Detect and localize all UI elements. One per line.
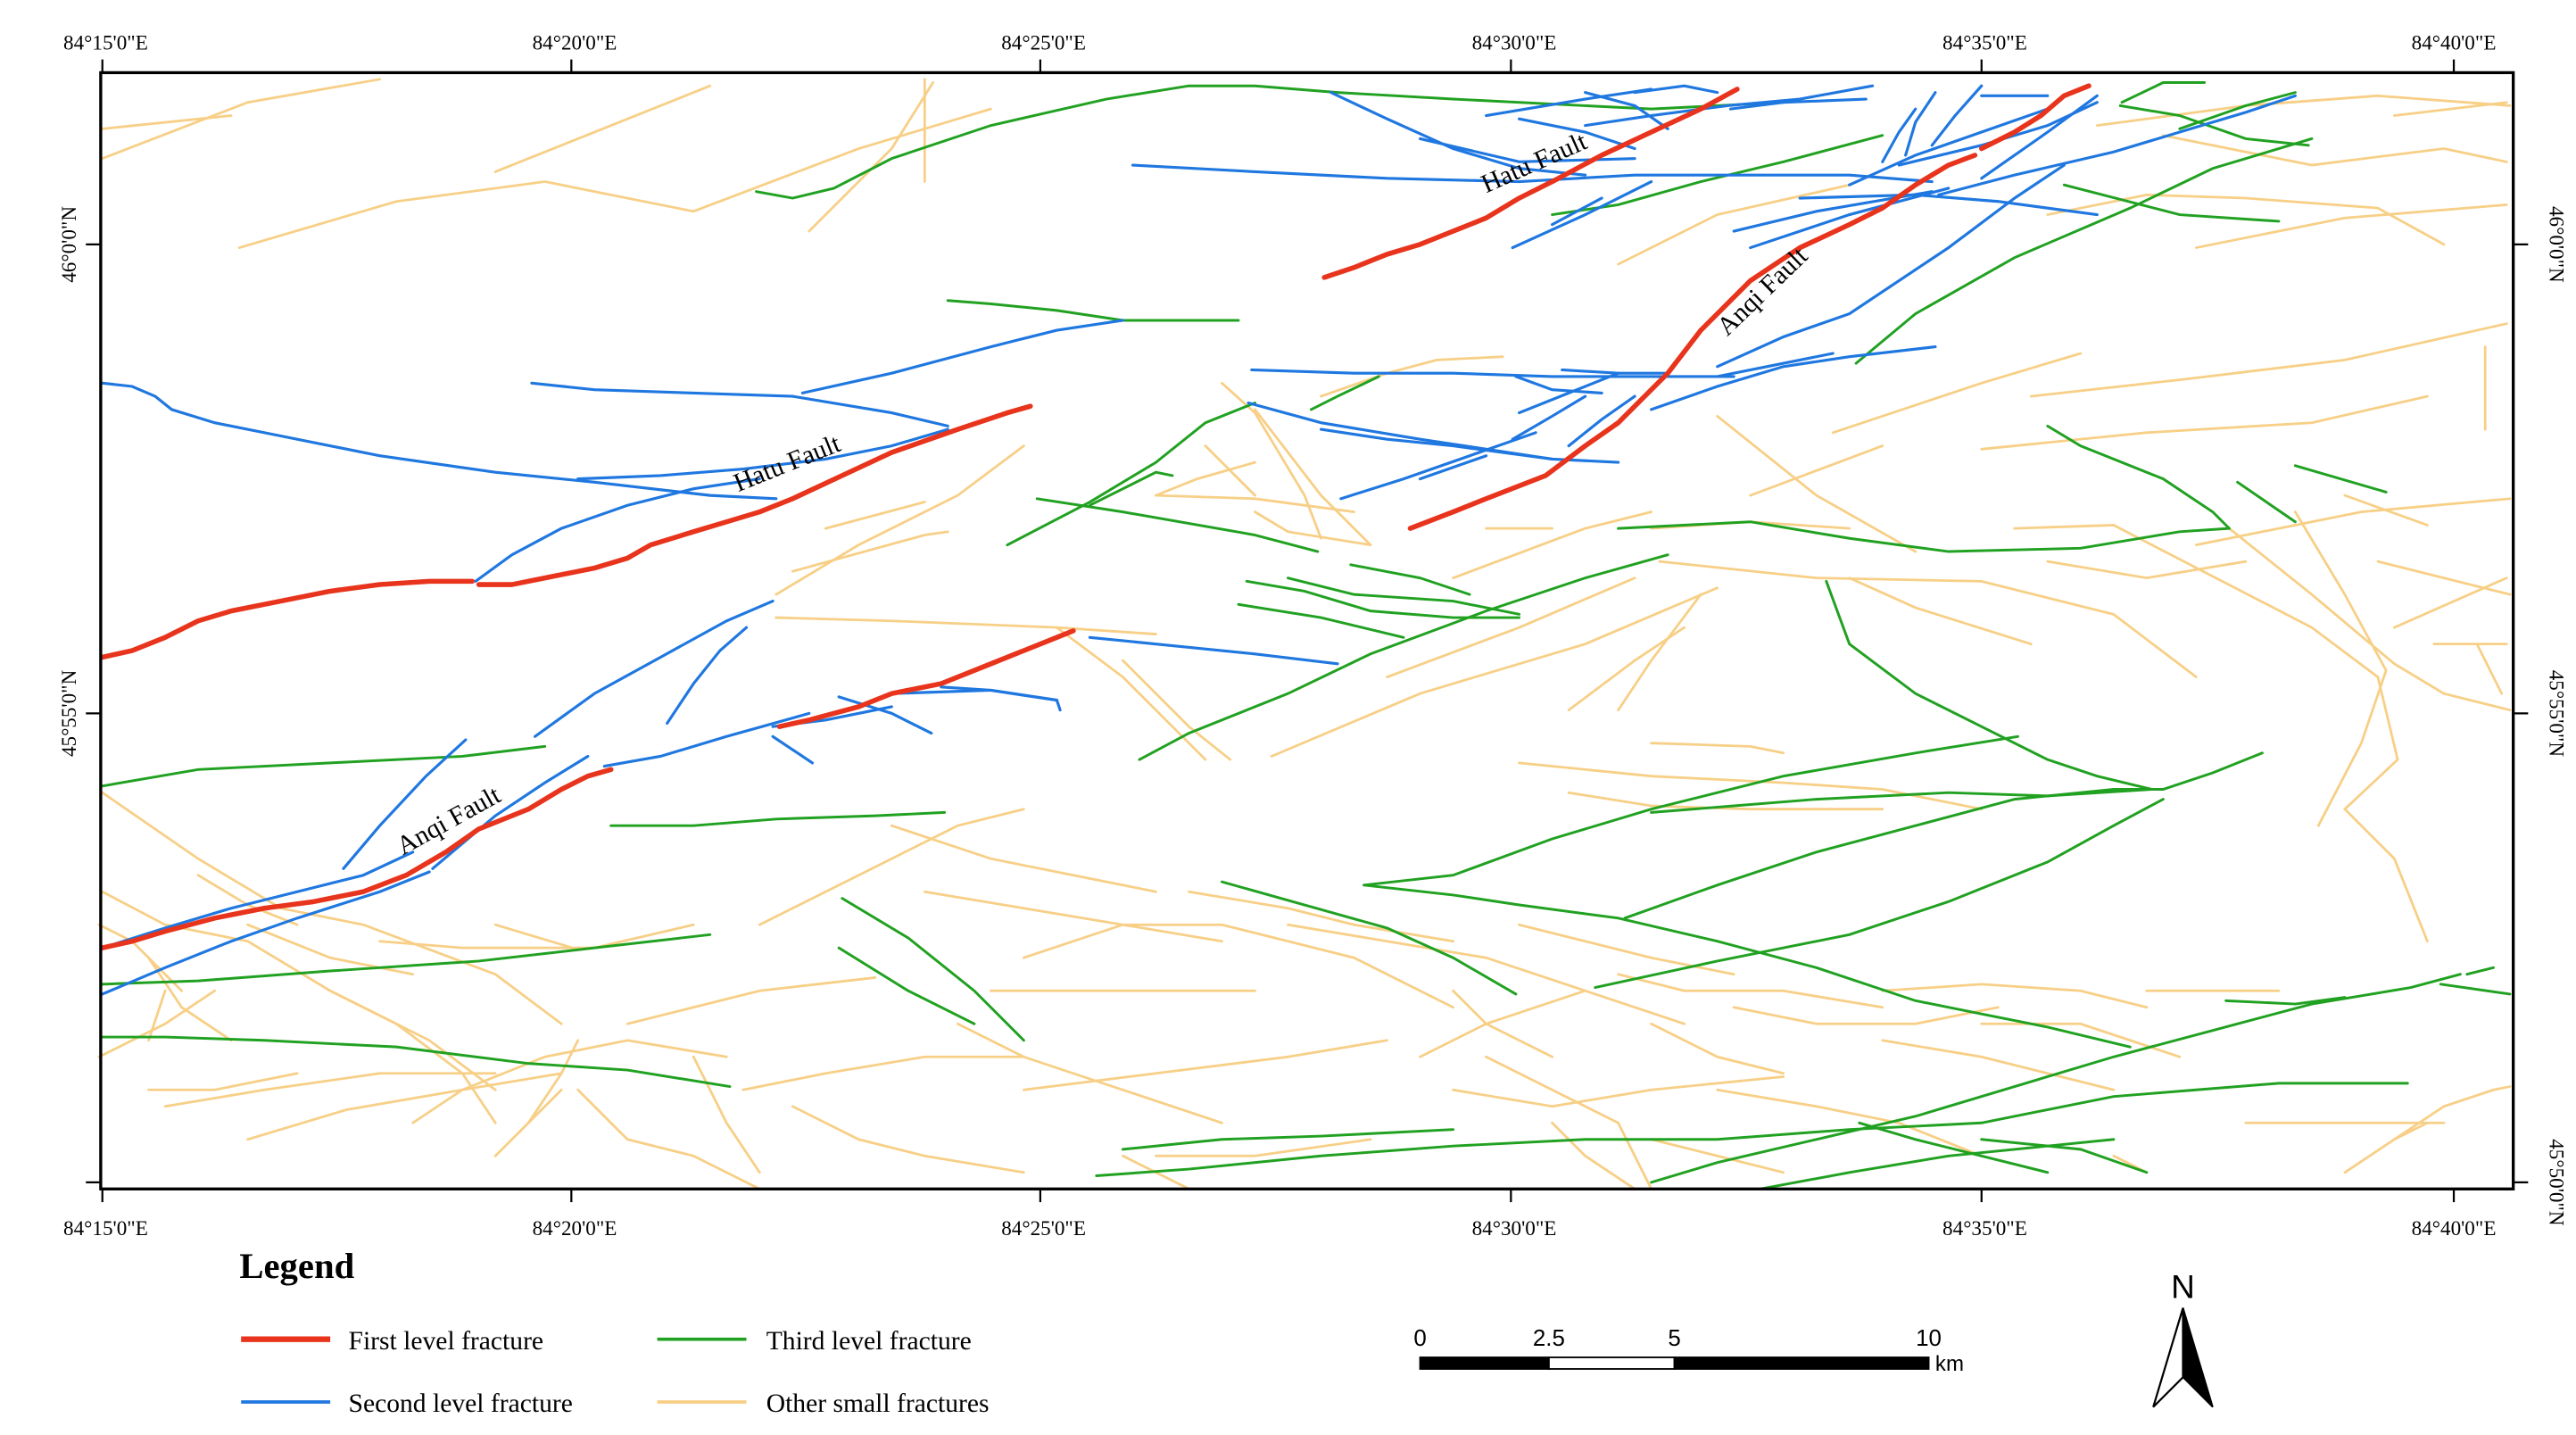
north-arrow-label: N [2171,1267,2195,1305]
lat-label: 45°55'0"N [58,669,81,757]
second-level-fractures-layer [101,84,2297,996]
graticule-ticks [86,59,2529,1203]
legend-title: Legend [239,1246,354,1286]
scale-tick-label: 10 [1916,1326,1942,1351]
scale-tick-label: 5 [1668,1326,1680,1351]
bottom-longitude-labels: 84°15'0"E 84°20'0"E 84°25'0"E 84°30'0"E … [63,1217,2496,1240]
right-latitude-labels: 46°0'0"N 45°55'0"N 45°50'0"N [2544,206,2567,1226]
north-arrow-icon [2152,1307,2214,1408]
scale-bar-segment [1419,1356,1550,1370]
fault-label-hatu-central: Hatu Fault [730,429,845,498]
legend-label-other-small: Other small fractures [766,1389,990,1418]
lat-label: 46°0'0"N [58,206,81,283]
map-frame [99,71,2515,1190]
scale-bar-segment [1673,1356,1930,1370]
scale-tick-label: 0 [1413,1326,1426,1351]
lon-label: 84°25'0"E [1001,32,1086,55]
lon-label: 84°30'0"E [1472,32,1557,55]
top-longitude-labels: 84°15'0"E 84°20'0"E 84°25'0"E 84°30'0"E … [63,32,2496,55]
third-level-fractures-layer [101,81,2512,1190]
lon-label: 84°35'0"E [1942,32,2027,55]
north-arrow: N [2152,1267,2214,1408]
lon-label: 84°15'0"E [63,32,148,55]
lat-label: 45°55'0"N [2544,670,2567,758]
scale-bar-segment [1547,1356,1676,1370]
lon-label: 84°15'0"E [63,1217,148,1240]
first-level-fractures-layer [99,83,2091,950]
left-latitude-labels: 46°0'0"N 45°55'0"N [58,206,81,757]
lon-label: 84°20'0"E [533,1217,617,1240]
lat-label: 45°50'0"N [2544,1139,2567,1226]
other-small-fractures-layer [97,78,2512,1190]
scale-unit-label: km [1935,1352,1964,1376]
scale-tick-label: 2.5 [1533,1326,1565,1351]
legend-label-second-level: Second level fracture [348,1389,572,1418]
fault-label-anqi-northeast: Anqi Fault [1711,241,1813,341]
lon-label: 84°40'0"E [2412,32,2497,55]
lon-label: 84°20'0"E [533,32,617,55]
lon-label: 84°35'0"E [1942,1217,2027,1240]
lon-label: 84°25'0"E [1001,1217,1086,1240]
lon-label: 84°30'0"E [1472,1217,1557,1240]
legend-label-third-level: Third level fracture [766,1327,972,1356]
lon-label: 84°40'0"E [2412,1217,2497,1240]
legend: Legend First level fracture Third level … [239,1246,989,1418]
scale-bar: 0 2.5 5 10 km [1413,1326,1964,1376]
legend-label-first-level: First level fracture [348,1327,543,1356]
lat-label: 46°0'0"N [2544,206,2567,283]
